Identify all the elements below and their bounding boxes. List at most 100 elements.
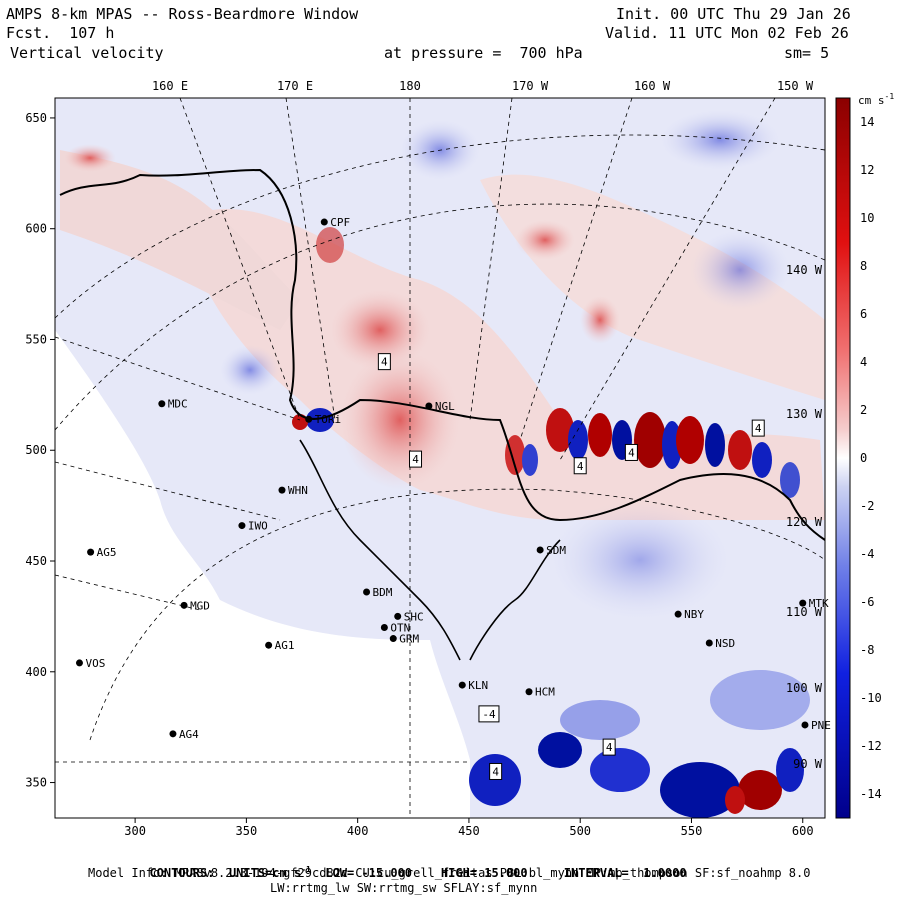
station-label: MTK xyxy=(809,597,829,610)
colorbar xyxy=(835,97,851,819)
lon-labels-right: 140 W 130 W 120 W 110 W 100 W 90 W xyxy=(786,263,823,771)
x-tick-label: 300 xyxy=(124,824,146,838)
colorbar-tick-label: -12 xyxy=(860,739,882,753)
station-marker xyxy=(536,546,544,554)
init-time: Init. 00 UTC Thu 29 Jan 26 xyxy=(616,5,851,23)
colorbar-tick-label: 6 xyxy=(860,307,867,321)
no-data-region xyxy=(55,330,470,818)
svg-text:100 W: 100 W xyxy=(786,681,823,695)
y-tick-label: 500 xyxy=(25,443,47,457)
extremum-box xyxy=(751,419,765,437)
station-label: CPF xyxy=(330,216,350,229)
pressure-level: at pressure = 700 hPa xyxy=(384,44,583,62)
station-label: SDM xyxy=(546,544,566,557)
model-info-line1: Model Info: MPASv8.2.3-194-gf29cd82c CU:… xyxy=(88,866,811,880)
lon-labels: 160 E 170 E 180 170 W 160 W 150 W xyxy=(152,79,814,93)
station-marker xyxy=(305,415,313,423)
colorbar-tick-label: -10 xyxy=(860,691,882,705)
extremum-box xyxy=(478,705,500,723)
station-marker xyxy=(801,721,809,729)
y-tick-label: 650 xyxy=(25,111,47,125)
station-label: GRM xyxy=(399,633,419,646)
station-label: AG1 xyxy=(275,639,295,652)
extremum-label: 4 xyxy=(755,422,762,435)
y-tick-label: 450 xyxy=(25,554,47,568)
colorbar-tick-label: 12 xyxy=(860,163,874,177)
station-label: BDM xyxy=(373,586,393,599)
x-tick-label: 450 xyxy=(458,824,480,838)
colorbar-tick-label: -4 xyxy=(860,547,874,561)
svg-text:130 W: 130 W xyxy=(786,407,823,421)
station-label: HCM xyxy=(535,686,555,699)
colorbar-tick-label: 2 xyxy=(860,403,867,417)
station-label: VOS xyxy=(85,657,105,670)
extremum-box xyxy=(489,762,503,780)
extrema-layer: 4 4 4 4 4 -4 4 4 xyxy=(377,353,765,780)
lon-label: 160 E xyxy=(152,79,188,93)
x-tick-label: 400 xyxy=(347,824,369,838)
station-label: AG4 xyxy=(179,728,199,741)
model-title: AMPS 8-km MPAS -- Ross-Beardmore Window xyxy=(6,5,359,23)
station-label: MDC xyxy=(168,398,188,411)
valid-time: Valid. 11 UTC Mon 02 Feb 26 xyxy=(605,24,849,42)
extremum-label: 4 xyxy=(412,453,419,466)
map-field xyxy=(55,98,825,818)
y-axis: 650 600 550 500 450 400 350 xyxy=(25,111,55,790)
station-marker xyxy=(75,659,83,667)
colorbar-labels: 14 12 10 8 6 4 2 0 -2 -4 -6 -8 -10 -12 -14 xyxy=(860,115,882,801)
station-label: NSD xyxy=(715,637,735,650)
station-label: OTN xyxy=(390,621,410,634)
colorbar-tick-label: 10 xyxy=(860,211,874,225)
x-tick-label: 550 xyxy=(681,824,703,838)
station-label: NGL xyxy=(435,400,455,413)
station-marker xyxy=(389,635,397,643)
station-marker xyxy=(380,623,388,631)
forecast-hour: Fcst. 107 h xyxy=(6,24,115,42)
y-tick-label: 400 xyxy=(25,665,47,679)
station-label: SHC xyxy=(404,610,424,623)
station-marker xyxy=(320,218,328,226)
x-tick-label: 600 xyxy=(792,824,814,838)
station-marker xyxy=(158,400,166,408)
y-tick-label: 550 xyxy=(25,332,47,346)
y-tick-label: 350 xyxy=(25,776,47,790)
x-axis: 300 350 400 450 500 550 600 xyxy=(124,818,814,838)
extremum-label: 4 xyxy=(492,765,499,778)
station-marker xyxy=(425,402,433,410)
colorbar-units: cm s-1 xyxy=(858,92,894,107)
station-label: WHN xyxy=(288,484,308,497)
x-tick-label: 350 xyxy=(236,824,258,838)
lon-label: 180 xyxy=(399,79,421,93)
station-marker xyxy=(87,548,95,556)
x-tick-label: 500 xyxy=(569,824,591,838)
station-label: AG5 xyxy=(97,546,117,559)
svg-text:110 W: 110 W xyxy=(786,605,823,619)
extremum-box xyxy=(624,443,638,461)
y-tick-label: 600 xyxy=(25,222,47,236)
station-marker xyxy=(458,681,466,689)
station-marker xyxy=(180,601,188,609)
station-marker xyxy=(799,599,807,607)
extremum-label: -4 xyxy=(482,708,496,721)
convective-band xyxy=(505,408,800,498)
coastline xyxy=(59,168,825,541)
lon-label: 160 W xyxy=(634,79,671,93)
extremum-label: 4 xyxy=(381,356,388,369)
station-marker xyxy=(238,522,246,530)
colorbar-tick-label: -14 xyxy=(860,787,882,801)
lon-label: 170 E xyxy=(277,79,313,93)
extremum-box xyxy=(409,450,423,468)
station-marker xyxy=(278,486,286,494)
station-label: IWO xyxy=(248,520,268,533)
colorbar-tick-label: 0 xyxy=(860,451,867,465)
colorbar-tick-label: 4 xyxy=(860,355,867,369)
station-label: PNE xyxy=(811,719,831,732)
extremum-box xyxy=(377,353,391,371)
lon-label: 170 W xyxy=(512,79,549,93)
extremum-label: 4 xyxy=(628,446,635,459)
colorbar-tick-label: 8 xyxy=(860,259,867,273)
station-marker xyxy=(265,641,273,649)
extremum-box xyxy=(602,738,616,756)
